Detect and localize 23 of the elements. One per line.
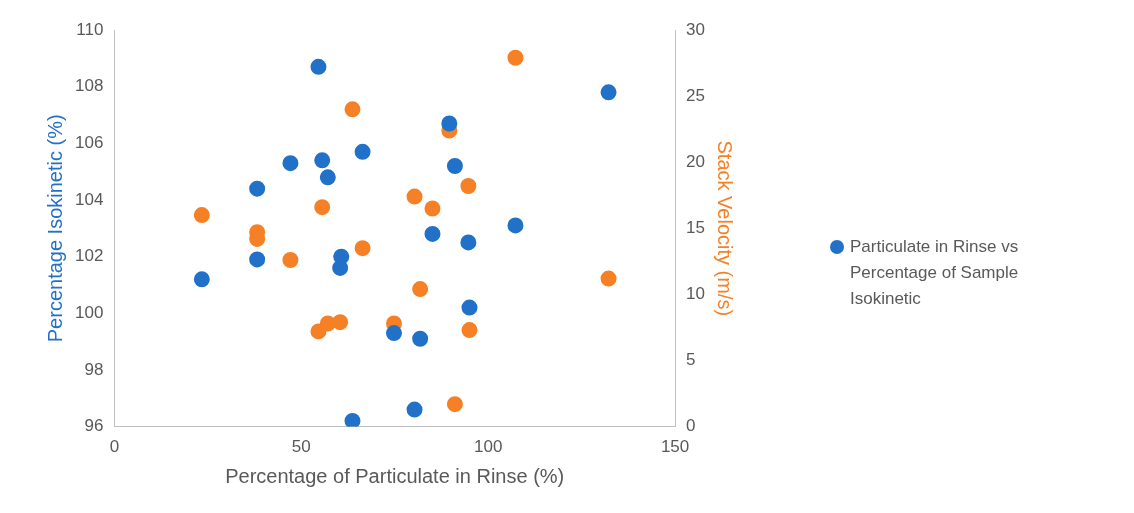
y2-tick-label: 25 [686,85,706,105]
legend-label: Particulate in Rinse vs Percentage of Sample Isokinetic [850,236,1020,310]
x-tick-label: 150 [660,437,690,457]
y-tick-label: 104 [74,189,104,209]
y2-tick-label: 0 [686,416,696,436]
y-tick-label: 98 [84,359,104,379]
x-tick-label: 100 [473,437,503,457]
y2-tick-label: 30 [686,19,706,39]
y2-tick-label: 20 [686,151,706,171]
x-tick-label: 0 [109,437,120,457]
y-tick-label: 106 [74,133,104,152]
y-tick-label: 110 [76,19,104,39]
y-tick-label: 96 [84,416,104,436]
y2-tick-label: 15 [686,217,706,237]
x-tick-label: 50 [291,437,311,457]
y2-tick-label: 10 [686,284,706,304]
y-tick-label: 108 [74,76,104,96]
y-tick-label: 102 [74,246,104,266]
x-axis-title: Percentage of Particulate in Rinse (%) [225,464,565,487]
y2-tick-label: 5 [686,350,696,370]
y-tick-label: 100 [74,302,104,322]
y2-axis-title: Stack Velocity (m/s) [714,140,737,317]
y-axis-title: Percentage Isokinetic (%) [43,114,66,343]
